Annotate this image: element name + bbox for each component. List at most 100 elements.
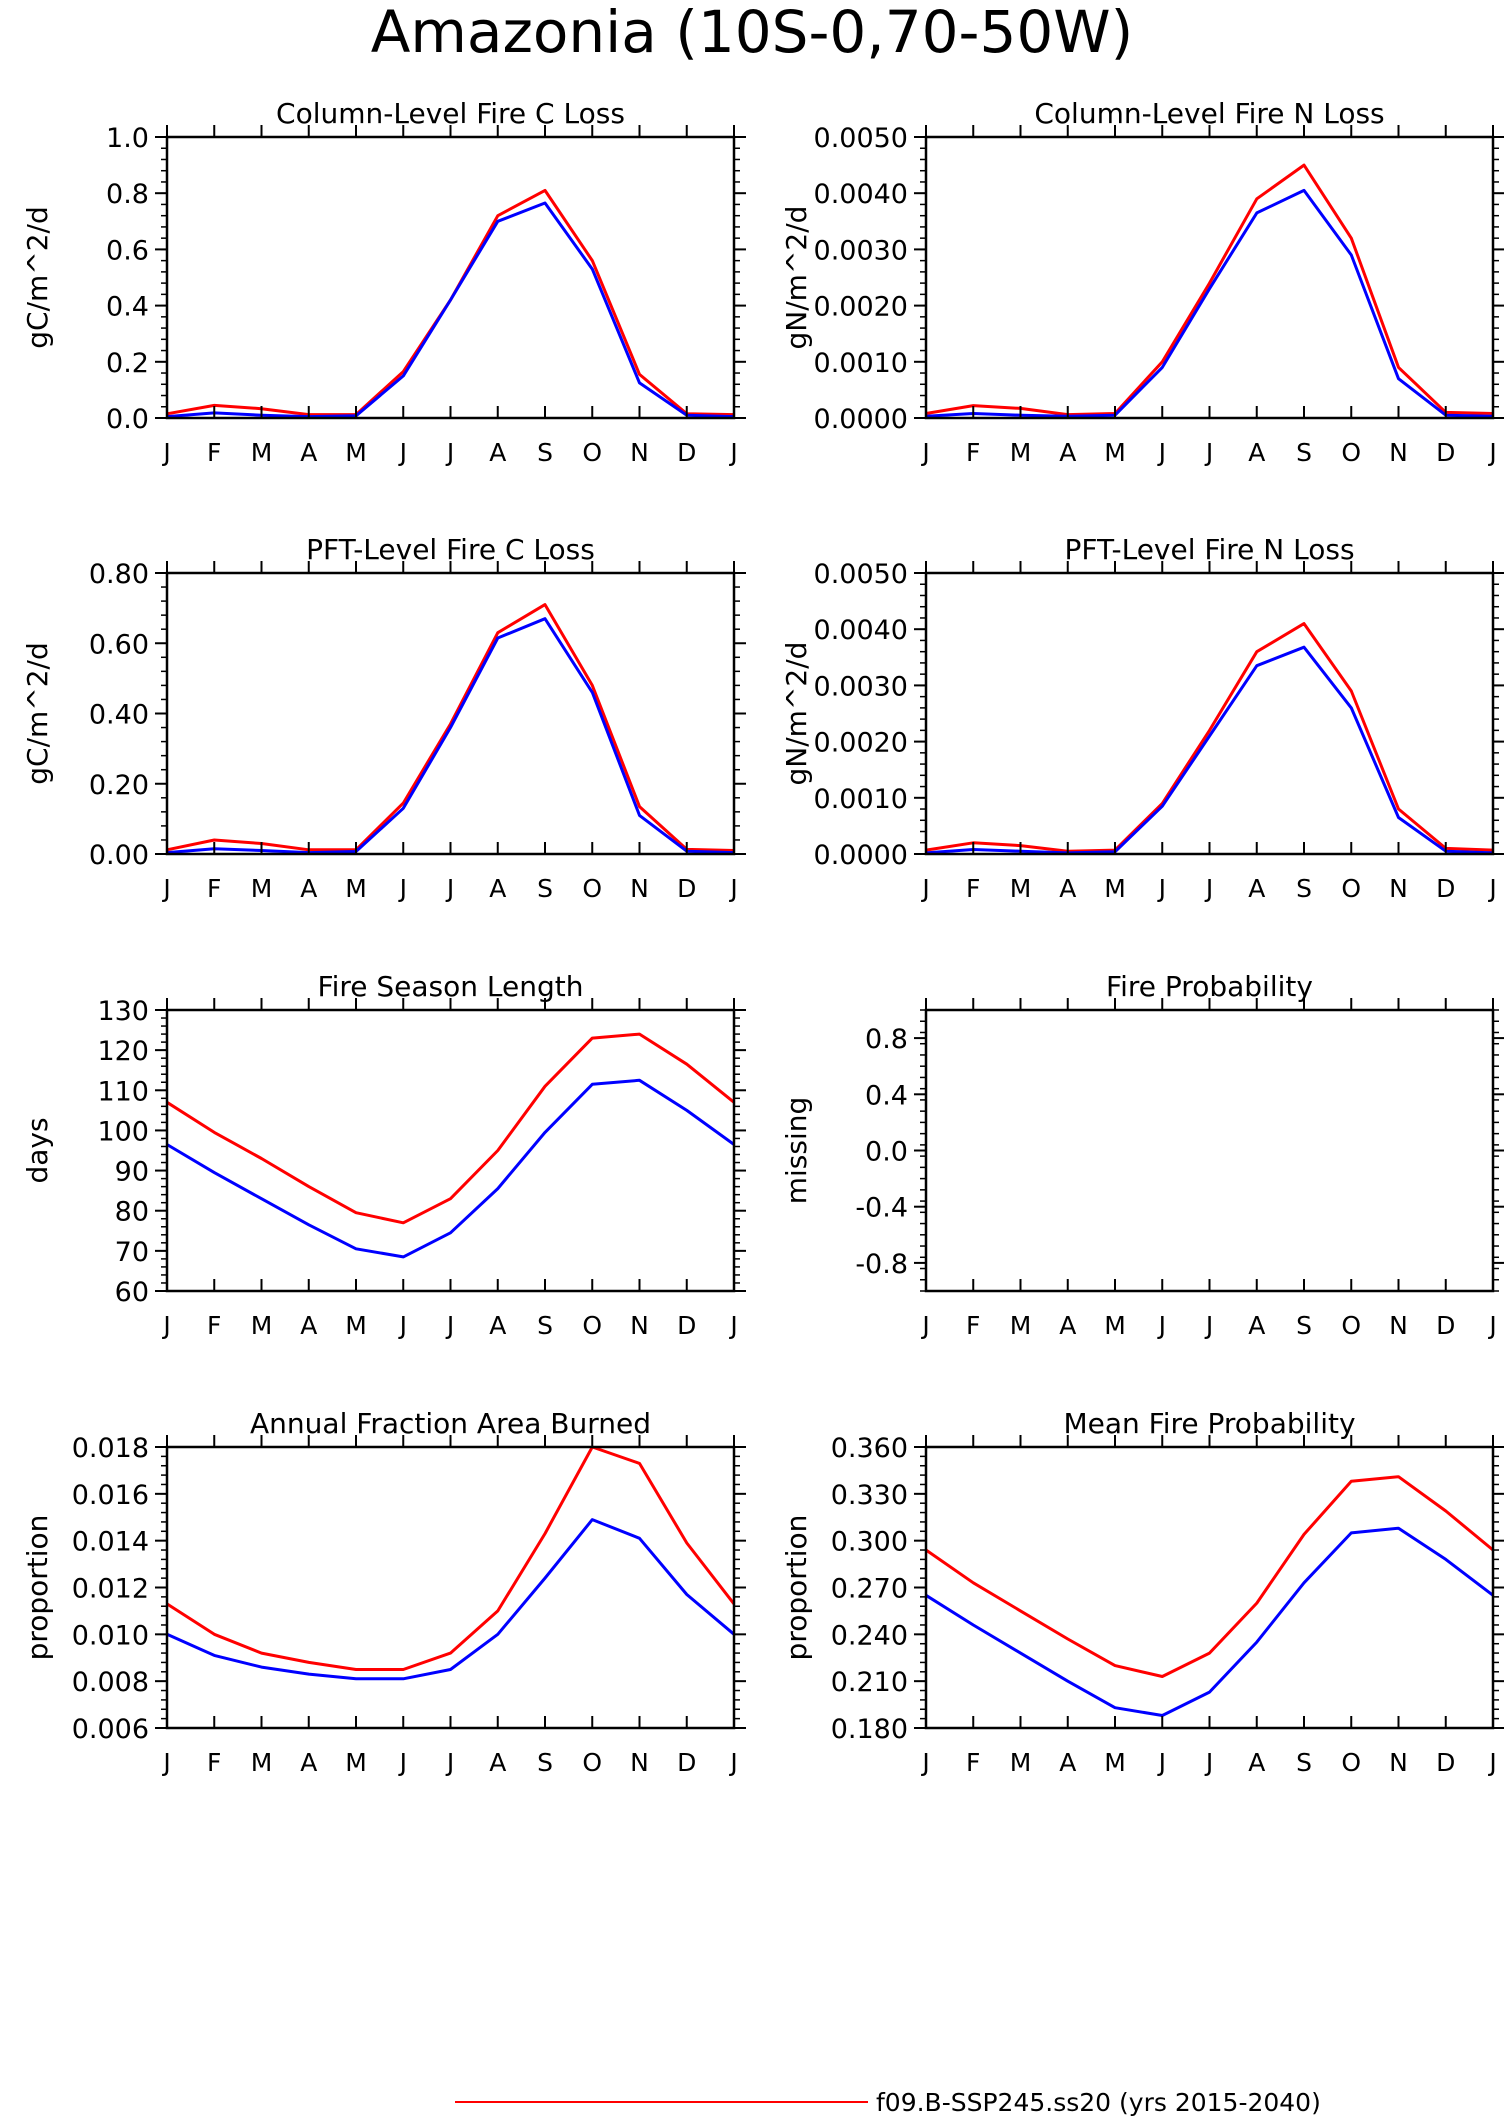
y-tick-label: 90 [115,1157,149,1188]
x-tick-label: D [677,1311,696,1340]
y-tick-label: 130 [97,996,149,1027]
y-tick-label: 0.0030 [814,235,908,266]
legend-label: f09.B-SSP245.ss20 (yrs 2015-2040) [876,2088,1321,2117]
x-tick-label: S [1296,438,1312,467]
x-tick-label: J [398,874,407,903]
plot-frame [165,1445,736,1730]
x-tick-label: J [445,874,454,903]
y-tick-label: 1.0 [106,123,149,154]
x-tick-label: F [966,874,980,903]
x-tick-label: S [537,438,553,467]
x-tick-label: J [1157,1311,1166,1340]
y-tick-label: 0.80 [89,559,149,590]
x-tick-label: J [1204,438,1213,467]
x-tick-label: J [445,1311,454,1340]
x-tick-label: N [1389,438,1408,467]
chart-title: Mean Fire Probability [1063,1407,1355,1440]
x-tick-label: M [251,874,273,903]
y-tick-label: 70 [115,1237,149,1268]
page-title: Amazonia (10S-0,70-50W) [371,0,1134,66]
x-tick-label: J [1487,438,1496,467]
x-tick-label: M [1104,874,1126,903]
x-tick-label: F [207,874,221,903]
chart-title: Annual Fraction Area Burned [250,1407,651,1440]
series-line-blue [925,188,1494,418]
x-tick-label: O [582,1311,602,1340]
x-tick-label: S [1296,874,1312,903]
y-tick-label: 80 [115,1197,149,1228]
y-tick-label: 0.6 [106,235,149,266]
x-tick-label: J [920,1311,929,1340]
y-axis-label: gC/m^2/d [21,642,54,785]
y-tick-label: 0.4 [106,292,149,323]
y-tick-label: 0.0050 [814,123,908,154]
x-tick-label: N [1389,1748,1408,1777]
x-tick-label: M [251,1311,273,1340]
y-tick-label: 0.8 [865,1024,908,1055]
series-line-red [925,1475,1494,1678]
plot-frame [924,1445,1495,1730]
x-tick-label: F [966,1311,980,1340]
x-tick-label: J [920,438,929,467]
y-tick-label: 0.008 [72,1667,149,1698]
y-tick-label: 0.0010 [814,348,908,379]
x-tick-label: A [489,1748,506,1777]
y-tick-label: 0.60 [89,629,149,660]
x-tick-label: A [1248,1748,1265,1777]
x-tick-label: A [1248,438,1265,467]
plot-frame [924,1008,1495,1293]
chart-panel-6: J F M A M J J A S O N D J0.0060.0080.0100.0120.0140.… [21,1407,746,1777]
y-tick-label: 0.0 [865,1137,908,1168]
series-line-blue [925,1526,1494,1717]
x-tick-label: O [1341,438,1361,467]
x-tick-label: N [630,1748,649,1777]
x-tick-label: M [345,438,367,467]
charts-grid: J F M A M J J A S O N D J0.00.20.40.60.81.0Column-Le… [21,97,1504,1777]
x-tick-label: A [300,1748,317,1777]
series-line-blue [166,1518,735,1681]
x-tick-label: A [1059,874,1076,903]
chart-title: PFT-Level Fire N Loss [1064,533,1354,566]
chart-panel-0: J F M A M J J A S O N D J0.00.20.40.60.81.0Column-Le… [21,97,746,467]
x-tick-label: S [1296,1311,1312,1340]
chart-title: Column-Level Fire N Loss [1034,97,1384,130]
x-tick-label: A [300,874,317,903]
series-line-red [166,1032,735,1225]
y-tick-label: 0.2 [106,348,149,379]
y-tick-label: 0.300 [831,1527,908,1558]
x-tick-label: J [161,438,170,467]
x-tick-label: J [161,874,170,903]
y-tick-label: 0.014 [72,1527,149,1558]
y-tick-label: 0.010 [72,1620,149,1651]
x-tick-label: J [728,874,737,903]
x-tick-label: J [398,1748,407,1777]
x-tick-label: J [1157,1748,1166,1777]
chart-panel-1: J F M A M J J A S O N D J0.00000.00100.00200.00300.0… [780,97,1504,467]
x-tick-label: J [1157,874,1166,903]
chart-title: PFT-Level Fire C Loss [306,533,595,566]
x-tick-label: M [251,438,273,467]
x-tick-label: F [966,1748,980,1777]
y-tick-label: 0.006 [72,1714,149,1745]
x-tick-label: S [537,1748,553,1777]
x-tick-label: J [161,1311,170,1340]
x-tick-label: A [489,874,506,903]
x-tick-label: O [582,438,602,467]
series-line-blue [166,1078,735,1259]
x-tick-label: J [1487,1311,1496,1340]
x-tick-label: J [1204,1748,1213,1777]
x-tick-label: M [1010,1748,1032,1777]
x-tick-label: D [677,874,696,903]
x-tick-label: O [1341,874,1361,903]
x-tick-label: S [1296,1748,1312,1777]
y-tick-label: 0.360 [831,1433,908,1464]
y-tick-label: 0.0010 [814,784,908,815]
y-tick-label: 0.0000 [814,840,908,871]
plot-frame [165,135,736,420]
y-tick-label: 0.016 [72,1480,149,1511]
y-tick-label: 0.0000 [814,404,908,435]
x-tick-label: M [1010,1311,1032,1340]
x-tick-label: J [161,1748,170,1777]
